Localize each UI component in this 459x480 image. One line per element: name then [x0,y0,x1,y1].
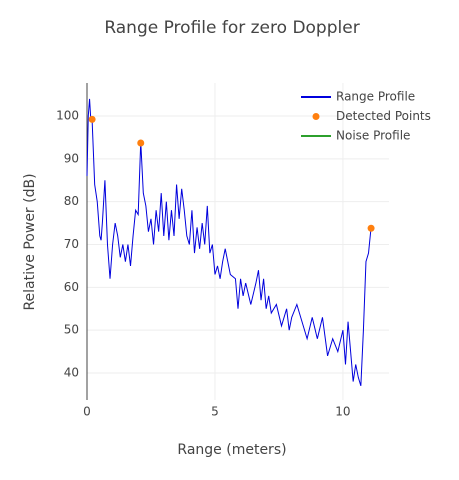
series-line [86,98,373,387]
y-tick-label: 50 [64,323,79,337]
x-tick-label: 10 [335,405,350,419]
chart-title: Range Profile for zero Doppler [104,18,359,38]
legend-label: Detected Points [336,109,431,123]
y-tick-label: 40 [64,366,79,380]
y-tick-label: 90 [64,151,79,165]
legend-label: Range Profile [336,90,415,104]
y-axis-title: Relative Power (dB) [22,173,38,310]
legend-marker [312,113,320,120]
x-tick-label: 0 [83,405,91,419]
x-axis-title: Range (meters) [177,442,286,458]
y-tick-label: 60 [64,280,79,294]
legend-label: Noise Profile [336,129,410,143]
detected-point [137,139,145,147]
x-tick-label: 5 [211,405,219,419]
detected-point [88,115,96,123]
y-tick-label: 100 [56,108,79,122]
detected-point [367,224,375,232]
y-tick-label: 70 [64,237,79,251]
y-tick-label: 80 [64,194,79,208]
